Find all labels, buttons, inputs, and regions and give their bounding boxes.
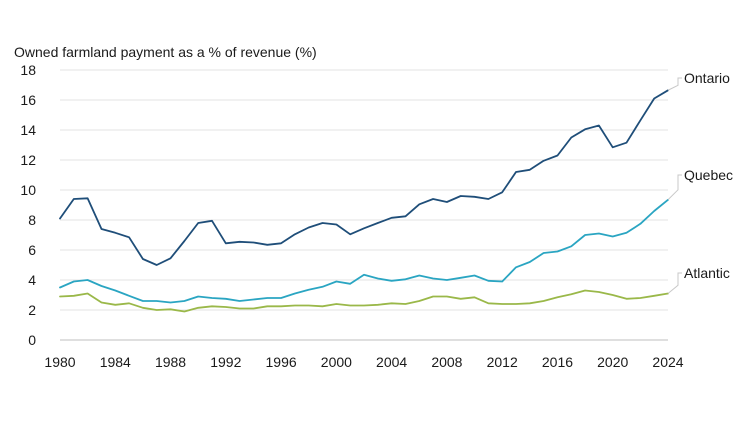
x-tick-label: 2012: [487, 354, 518, 370]
y-tick-label: 8: [28, 212, 36, 228]
leader-line-ontario: [667, 77, 682, 91]
x-tick-label: 2024: [652, 354, 683, 370]
series-label-ontario: Ontario: [684, 70, 730, 86]
y-tick-label: 6: [28, 242, 36, 258]
y-tick-label: 12: [20, 152, 36, 168]
series-line-ontario: [59, 89, 669, 266]
x-tick-label: 1984: [100, 354, 131, 370]
series-lines: [59, 89, 669, 313]
y-tick-label: 2: [28, 302, 36, 318]
y-tick-label: 18: [20, 62, 36, 78]
series-label-quebec: Quebec: [684, 167, 733, 183]
x-tick-label: 2000: [321, 354, 352, 370]
series-line-quebec: [59, 198, 669, 304]
x-tick-label: 2020: [597, 354, 628, 370]
x-axis-ticks: 1980 1984 1988 1992 1996 2000 2004 2008 2012 2016…: [44, 354, 683, 370]
x-tick-label: 2016: [542, 354, 573, 370]
y-axis-label: Owned farmland payment as a % of revenue…: [14, 44, 317, 60]
x-tick-label: 1992: [210, 354, 241, 370]
series-label-atlantic: Atlantic: [684, 265, 730, 281]
x-tick-label: 2008: [431, 354, 462, 370]
y-tick-label: 10: [20, 182, 36, 198]
y-axis-ticks: 0 2 4 6 8 10 12 14 16 18: [20, 62, 36, 348]
leader-line-quebec: [667, 174, 682, 201]
series-labels: Ontario Quebec Atlantic: [667, 70, 733, 294]
x-tick-label: 1980: [44, 354, 75, 370]
x-tick-label: 1988: [155, 354, 186, 370]
y-tick-label: 0: [28, 332, 36, 348]
y-tick-label: 16: [20, 92, 36, 108]
y-tick-label: 14: [20, 122, 36, 138]
gridlines: [60, 69, 668, 311]
y-tick-label: 4: [28, 272, 36, 288]
x-tick-label: 1996: [266, 354, 297, 370]
x-tick-label: 2004: [376, 354, 407, 370]
series-line-atlantic: [59, 289, 669, 313]
leader-line-atlantic: [667, 272, 682, 294]
